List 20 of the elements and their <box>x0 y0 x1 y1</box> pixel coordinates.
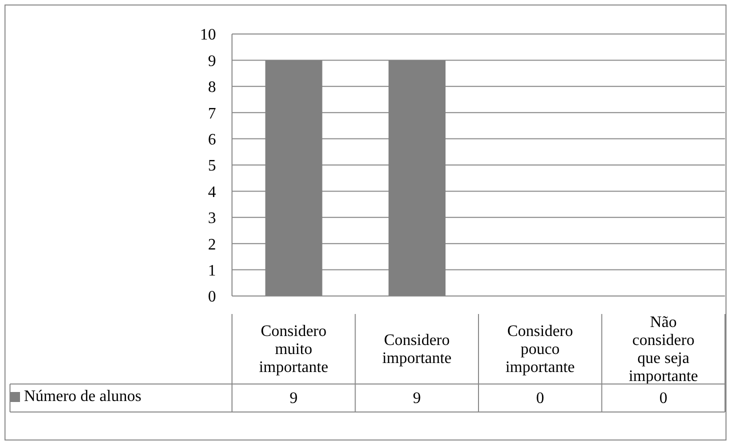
y-tick-label: 3 <box>208 210 216 228</box>
y-tick-label: 10 <box>200 26 216 44</box>
x-tick-label: Considero muito importante <box>258 323 328 376</box>
data-label: 0 <box>659 390 668 407</box>
legend-label: Número de alunos <box>24 388 142 405</box>
y-tick-label: 4 <box>208 184 216 201</box>
y-tick-label: 0 <box>208 288 216 306</box>
y-tick-label: 5 <box>208 158 216 175</box>
data-label: 0 <box>536 390 544 407</box>
y-tick-label: 7 <box>208 105 216 122</box>
y-tick-label: 9 <box>208 52 216 70</box>
y-tick-label: 8 <box>208 79 216 96</box>
y-tick-label: 2 <box>208 236 216 254</box>
x-tick-label: Não considero que seja importante <box>628 314 698 385</box>
y-tick-label: 6 <box>208 131 216 148</box>
data-label: 9 <box>412 390 421 407</box>
y-tick-label: 1 <box>208 262 216 280</box>
data-label: 9 <box>290 390 298 407</box>
x-tick-label: Considero pouco importante <box>505 323 575 376</box>
x-tick-label: Considero importante <box>382 332 452 367</box>
